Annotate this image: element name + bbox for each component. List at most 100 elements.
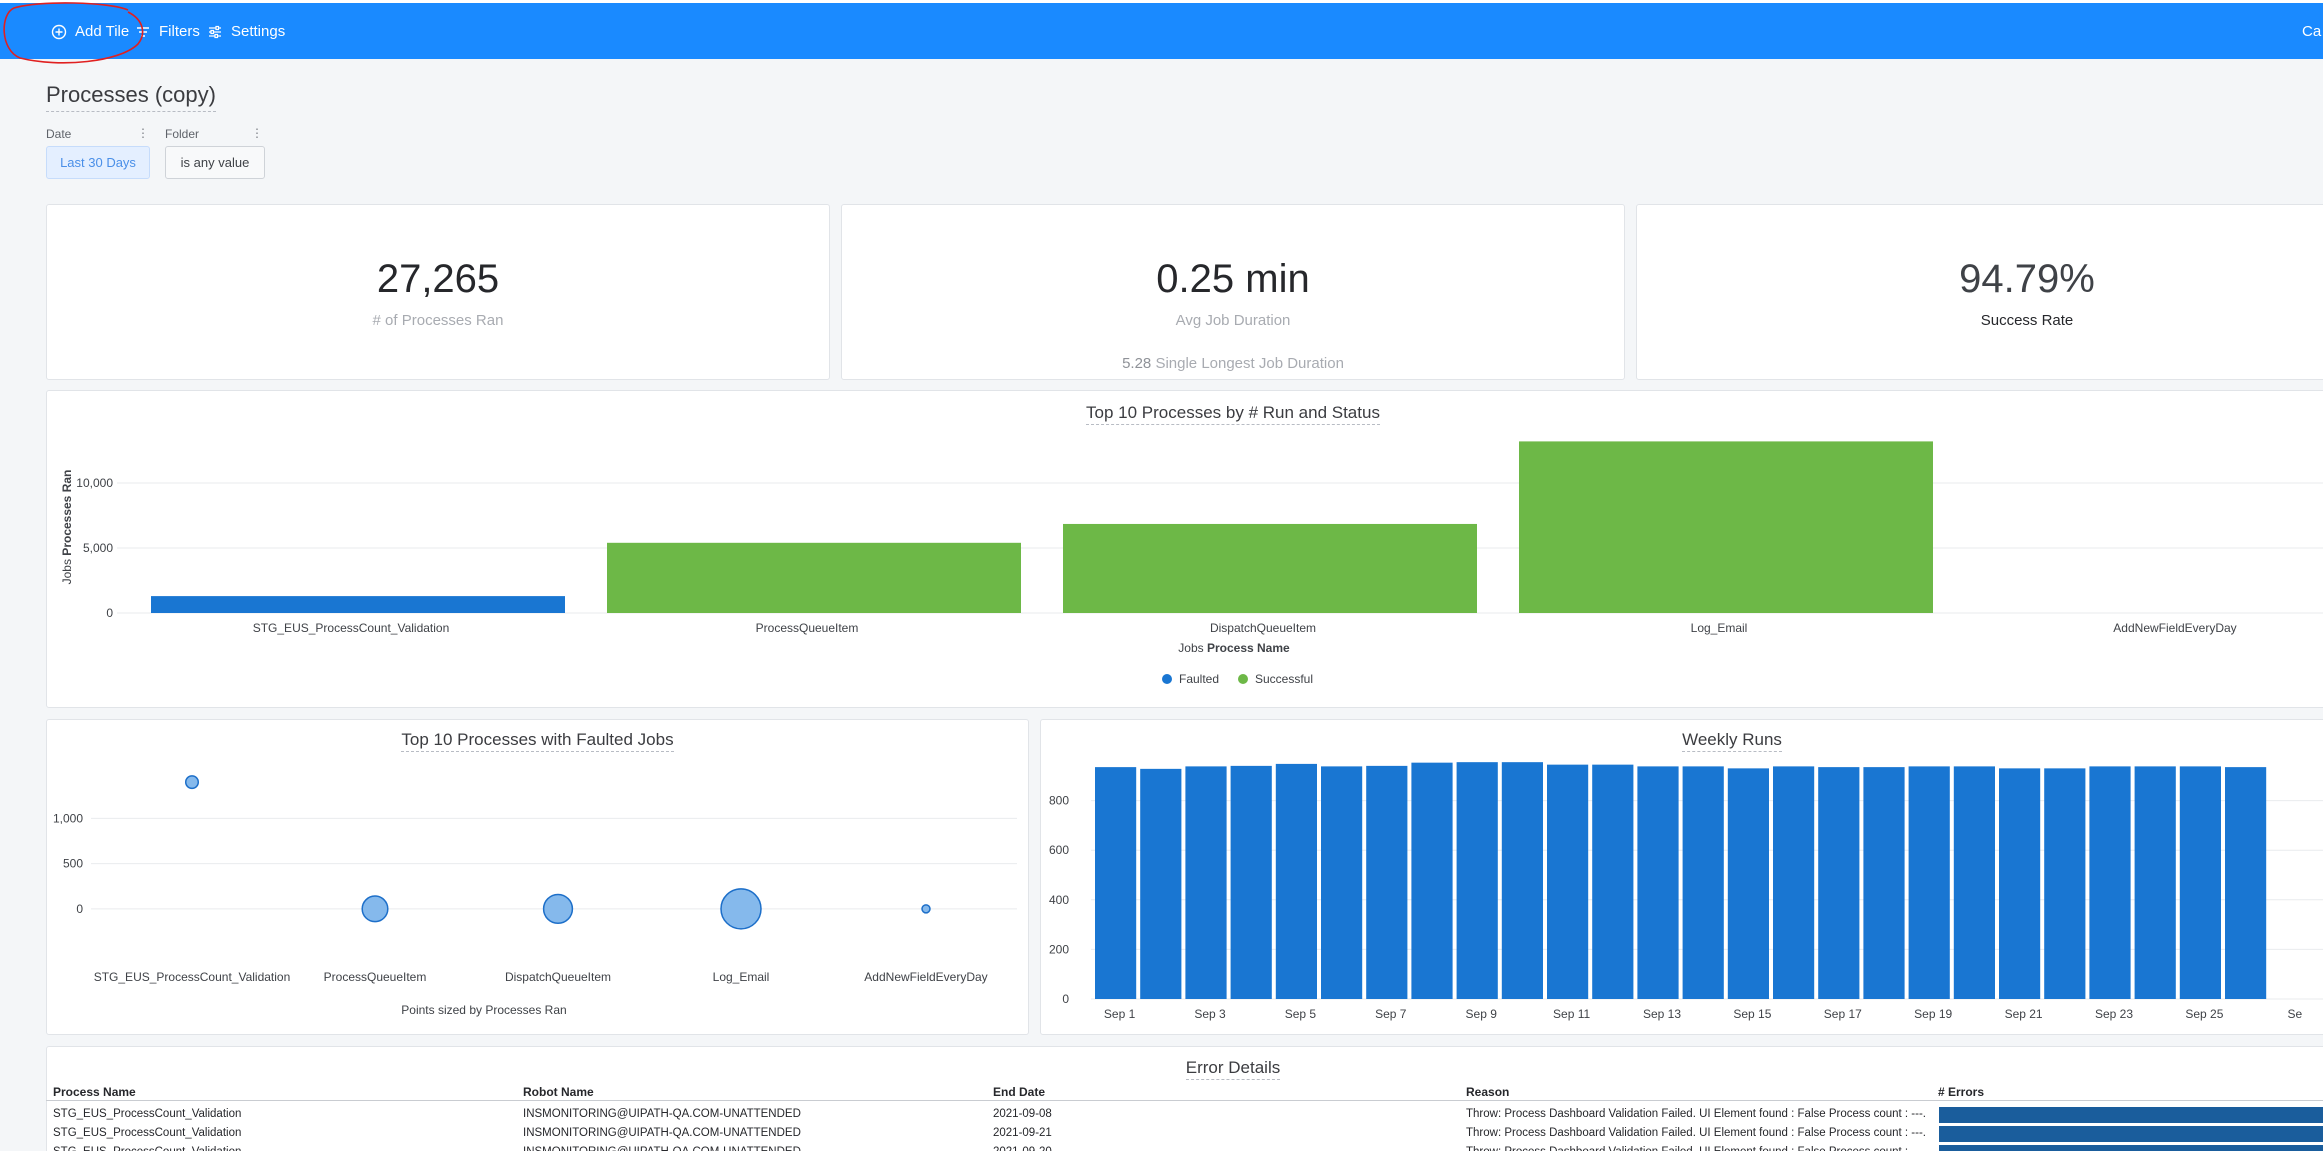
x-axis-title: Points sized by Processes Ran: [401, 1003, 566, 1017]
weekly-bar: [2044, 768, 2086, 999]
x-tick-label: Sep 25: [2185, 1007, 2223, 1021]
x-axis-title-name: Process Name: [1207, 641, 1290, 655]
y-tick-label: 0: [76, 902, 83, 916]
errors-bar: [1939, 1145, 2323, 1151]
avg-duration-value: 0.25 min: [1156, 257, 1310, 301]
table-row[interactable]: STG_EUS_ProcessCount_Validation INSMONITO…: [46, 1143, 2323, 1151]
x-tick-label: STG_EUS_ProcessCount_Validation: [253, 621, 450, 635]
process-name-cell: STG_EUS_ProcessCount_Validation: [53, 1108, 242, 1120]
x-tick-label: Sep 21: [2005, 1007, 2043, 1021]
legend-marker-successful: [1238, 674, 1248, 684]
date-filter-button[interactable]: Last 30 Days: [46, 146, 150, 179]
folder-filter-label: Folder: [165, 127, 200, 141]
y-tick-label: 0: [1062, 992, 1069, 1006]
weekly-bar: [1999, 768, 2041, 999]
bar-successful: [1519, 441, 1933, 613]
success-rate-value: 94.79%: [1959, 257, 2095, 301]
success-rate-tile[interactable]: 94.79% Success Rate: [1636, 204, 2323, 380]
faulted-jobs-title: Top 10 Processes with Faulted Jobs: [47, 730, 1028, 752]
bar-successful: [1063, 523, 1477, 613]
weekly-bar: [1547, 764, 1589, 999]
bar-successful: [607, 542, 1021, 613]
filter-icon: [137, 26, 149, 37]
folder-filter-menu-icon[interactable]: ⋮: [251, 126, 263, 140]
filters-button[interactable]: Filters: [135, 23, 200, 40]
longest-duration-text: 5.28 Single Longest Job Duration: [842, 355, 1624, 372]
weekly-bar: [1592, 764, 1634, 999]
y-tick-label: 500: [63, 857, 83, 871]
weekly-bar: [2179, 766, 2221, 999]
end-date-cell: 2021-09-21: [993, 1127, 1052, 1139]
folder-filter-button[interactable]: is any value: [165, 146, 265, 179]
weekly-bar: [2089, 766, 2131, 999]
col-header-reason[interactable]: Reason: [1466, 1085, 1510, 1099]
col-header-process-name[interactable]: Process Name: [53, 1085, 136, 1099]
top-processes-status-title: Top 10 Processes by # Run and Status: [47, 403, 2323, 425]
weekly-bar: [1953, 766, 1995, 999]
y-tick-label: 600: [1049, 843, 1069, 857]
bubble-point: [184, 775, 200, 790]
processes-ran-value: 27,265: [376, 257, 500, 301]
legend-label-faulted: Faulted: [1179, 672, 1219, 686]
weekly-bar: [1230, 765, 1272, 999]
add-tile-button[interactable]: Add Tile: [51, 23, 129, 40]
robot-name-cell: INSMONITORING@UIPATH-QA.COM-UNATTENDED: [523, 1108, 801, 1120]
x-tick-label: Sep 11: [1553, 1007, 1590, 1021]
end-date-cell: 2021-09-20: [993, 1146, 1453, 1151]
col-header-errors[interactable]: # Errors: [1938, 1085, 1985, 1099]
weekly-bar: [1321, 766, 1363, 999]
weekly-bar: [1682, 766, 1724, 999]
processes-ran-tile[interactable]: 27,265 # of Processes Ran: [46, 204, 830, 380]
weekly-bar: [1727, 768, 1769, 999]
success-rate-label: Success Rate: [1980, 312, 2074, 329]
weekly-runs-title: Weekly Runs: [1041, 730, 2323, 752]
x-tick-label: Sep 7: [1375, 1007, 1407, 1021]
x-tick-label: AddNewFieldEveryDay: [2113, 621, 2236, 635]
weekly-runs-tile[interactable]: Weekly Runs 0 200 400 600 800 Sep 1 Sep 3 Sep 5…: [1040, 719, 2323, 1035]
top-processes-status-tile[interactable]: Top 10 Processes by # Run and Status 0 5,…: [46, 390, 2323, 708]
col-header-robot-name[interactable]: Robot Name: [523, 1085, 594, 1099]
cancel-button[interactable]: Ca: [2302, 23, 2321, 40]
x-tick-label: Sep 9: [1466, 1007, 1498, 1021]
col-header-end-date[interactable]: End Date: [993, 1085, 1046, 1099]
faulted-jobs-tile[interactable]: Top 10 Processes with Faulted Jobs 0 500 1…: [46, 719, 1029, 1035]
y-tick-label: 800: [1049, 794, 1069, 808]
process-name-cell: STG_EUS_ProcessCount_Validation: [53, 1127, 242, 1139]
x-tick-label: Log_Email: [1691, 621, 1748, 635]
weekly-bar: [2225, 767, 2267, 999]
settings-button[interactable]: Settings: [207, 23, 285, 40]
table-row[interactable]: STG_EUS_ProcessCount_Validation INSMONITO…: [46, 1124, 2323, 1143]
x-axis-title: Jobs Process Name: [1178, 641, 1290, 655]
top-toolbar: Add Tile Filters Settings Ca: [0, 0, 2323, 59]
avg-duration-label: Avg Job Duration: [1175, 312, 1291, 329]
date-filter-label: Date: [46, 127, 72, 141]
errors-bar: [1939, 1107, 2323, 1123]
x-tick-label: DispatchQueueItem: [505, 970, 611, 984]
processes-ran-label: # of Processes Ran: [372, 312, 504, 329]
x-tick-label: Sep 5: [1285, 1007, 1317, 1021]
end-date-cell: 2021-09-08: [993, 1108, 1052, 1120]
errors-bar: [1939, 1126, 2323, 1142]
weekly-bar: [2134, 766, 2176, 999]
date-filter-menu-icon[interactable]: ⋮: [137, 126, 149, 140]
weekly-bar: [1501, 762, 1543, 999]
settings-sliders-icon: [209, 25, 221, 38]
table-row[interactable]: STG_EUS_ProcessCount_Validation INSMONITO…: [46, 1105, 2323, 1124]
cancel-label: Ca: [2302, 23, 2322, 40]
settings-label: Settings: [231, 23, 286, 40]
x-tick-label: DispatchQueueItem: [1210, 621, 1316, 635]
avg-duration-tile[interactable]: 0.25 min Avg Job Duration 5.28 Single Lo…: [841, 204, 1625, 380]
reason-cell: Throw: Process Dashboard Validation Fail…: [1466, 1108, 1926, 1120]
bubble-point: [361, 895, 389, 923]
longest-duration-value: 5.28: [1122, 355, 1152, 372]
table-header-divider: [46, 1100, 2323, 1101]
process-name-cell: STG_EUS_ProcessCount_Validation: [53, 1146, 513, 1151]
x-tick-label: Sep 15: [1733, 1007, 1771, 1021]
add-circle-icon: [51, 24, 67, 39]
y-tick-label: 1,000: [53, 811, 83, 825]
x-tick-label: AddNewFieldEveryDay: [864, 970, 987, 984]
add-tile-label: Add Tile: [75, 23, 130, 40]
filters-label: Filters: [159, 23, 200, 40]
weekly-bar: [1863, 767, 1905, 999]
x-tick-label: Sep 1: [1104, 1007, 1136, 1021]
